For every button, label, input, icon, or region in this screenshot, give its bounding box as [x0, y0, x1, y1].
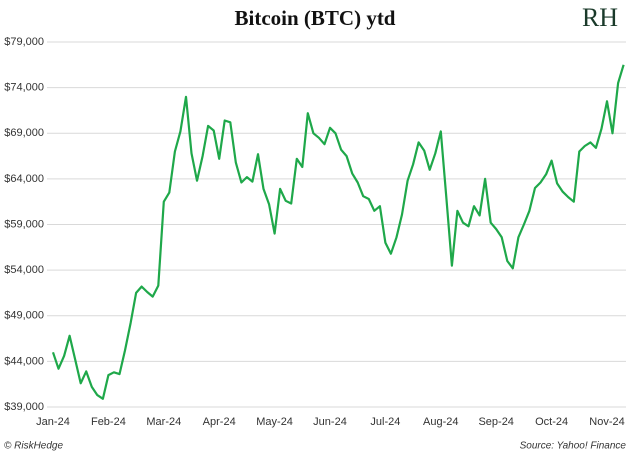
x-tick-label: Jun-24 — [313, 416, 347, 428]
x-tick-label: Sep-24 — [478, 416, 513, 428]
footer-right: Source: Yahoo! Finance — [520, 441, 627, 452]
y-tick-label: $39,000 — [4, 401, 44, 413]
x-tick-label: Feb-24 — [91, 416, 126, 428]
price-line — [51, 64, 625, 400]
x-tick-label: Jan-24 — [36, 416, 70, 428]
x-tick-label: Mar-24 — [146, 416, 181, 428]
x-tick-label: Aug-24 — [423, 416, 458, 428]
footer-left: © RiskHedge — [4, 441, 63, 452]
x-tick-label: Apr-24 — [203, 416, 236, 428]
y-tick-label: $59,000 — [4, 218, 44, 230]
x-tick-label: Jul-24 — [370, 416, 400, 428]
y-tick-label: $74,000 — [4, 82, 44, 94]
y-tick-label: $49,000 — [4, 310, 44, 322]
x-tick-label: Oct-24 — [535, 416, 568, 428]
logo: RH — [582, 3, 618, 32]
x-tick-label: Nov-24 — [589, 416, 624, 428]
y-tick-label: $79,000 — [4, 36, 44, 48]
chart-title: Bitcoin (BTC) ytd — [234, 6, 395, 30]
y-tick-label: $54,000 — [4, 264, 44, 276]
y-tick-label: $44,000 — [4, 355, 44, 367]
x-tick-label: May-24 — [256, 416, 293, 428]
y-tick-label: $69,000 — [4, 127, 44, 139]
y-tick-label: $64,000 — [4, 173, 44, 185]
